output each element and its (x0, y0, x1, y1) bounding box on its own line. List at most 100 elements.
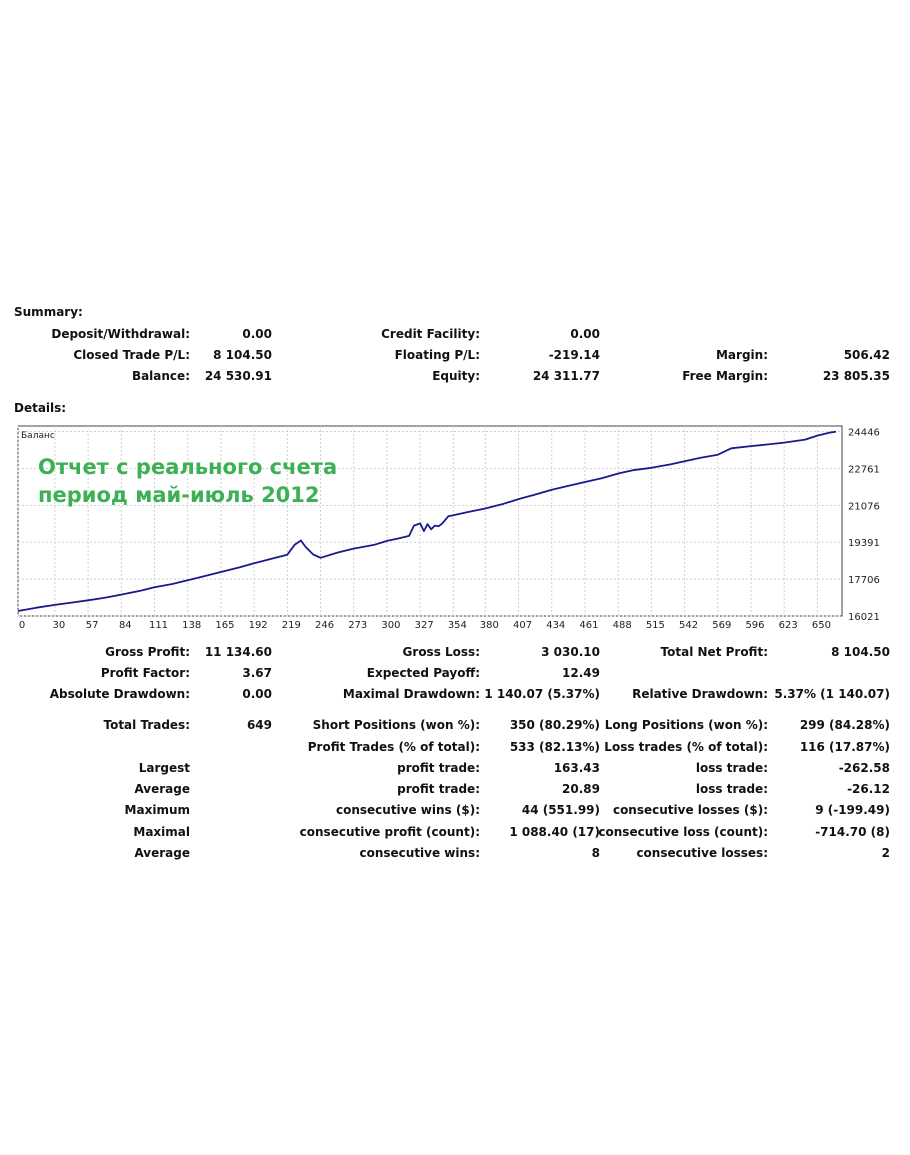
summary-label: Closed Trade P/L: (73, 348, 190, 362)
stat-value: -26.12 (847, 782, 890, 796)
stat-label: consecutive loss (count): (598, 825, 768, 839)
stat-value: -262.58 (838, 761, 890, 775)
stat-label: Total Trades: (103, 718, 190, 732)
stat-label: Total Net Profit: (660, 645, 768, 659)
x-tick-label: 569 (712, 620, 731, 631)
stat-label: Profit Factor: (100, 666, 190, 680)
x-tick-label: 300 (381, 620, 400, 631)
y-tick-label: 16021 (848, 612, 880, 623)
summary-value: 0.00 (570, 327, 600, 341)
overlay-text: период май-июль 2012 (38, 483, 320, 507)
stat-value: 11 134.60 (204, 645, 272, 659)
legend-label: Баланс (21, 431, 55, 441)
stat-value: 1 140.07 (5.37%) (484, 687, 600, 701)
summary-label: Equity: (432, 369, 480, 383)
y-tick-label: 19391 (848, 538, 880, 549)
stat-label: consecutive wins ($): (335, 803, 480, 817)
x-tick-label: 0 (19, 620, 25, 631)
x-tick-label: 219 (282, 620, 301, 631)
x-tick-label: 246 (315, 620, 334, 631)
stat-label: consecutive losses: (636, 846, 768, 860)
summary-value: 23 805.35 (822, 369, 890, 383)
stat-value: 649 (246, 718, 272, 732)
stat-value: -714.70 (8) (815, 825, 890, 839)
stat-label: Maximal Drawdown: (342, 687, 480, 701)
x-tick-label: 515 (646, 620, 665, 631)
x-tick-label: 461 (579, 620, 598, 631)
x-tick-label: 596 (745, 620, 764, 631)
stat-label: Expected Payoff: (366, 666, 480, 680)
x-tick-label: 327 (415, 620, 434, 631)
summary-label: Floating P/L: (394, 348, 480, 362)
summary-value: 506.42 (843, 348, 890, 362)
stat-value: 0.00 (242, 687, 272, 701)
x-tick-label: 138 (182, 620, 201, 631)
stat-value: 8 (591, 846, 600, 860)
x-tick-label: 165 (215, 620, 234, 631)
stat-label: consecutive profit (count): (299, 825, 480, 839)
stat-label: profit trade: (397, 761, 480, 775)
summary-label: Deposit/Withdrawal: (51, 327, 190, 341)
stat-label: consecutive wins: (359, 846, 480, 860)
stat-label: Long Positions (won %): (604, 718, 768, 732)
stat-value: 5.37% (1 140.07) (774, 687, 890, 701)
x-tick-label: 57 (86, 620, 99, 631)
stat-label: Absolute Drawdown: (49, 687, 190, 701)
stat-label: Average (134, 782, 190, 796)
stat-label: Maximal (133, 825, 190, 839)
stat-value: 533 (82.13%) (509, 740, 600, 754)
stat-label: Relative Drawdown: (632, 687, 768, 701)
stat-label: Largest (138, 761, 190, 775)
stat-value: 163.43 (553, 761, 600, 775)
balance-line (17, 430, 837, 612)
x-tick-label: 407 (513, 620, 532, 631)
y-tick-label: 24446 (848, 428, 880, 439)
stat-value: 44 (551.99) (521, 803, 600, 817)
x-tick-label: 380 (480, 620, 499, 631)
stat-value: 9 (-199.49) (815, 803, 890, 817)
summary-label: Credit Facility: (381, 327, 480, 341)
x-tick-label: 542 (679, 620, 698, 631)
stat-label: Average (134, 846, 190, 860)
summary-label: Free Margin: (682, 369, 768, 383)
stat-value: 3 030.10 (541, 645, 600, 659)
summary-label: Balance: (131, 369, 190, 383)
y-tick-label: 22761 (848, 464, 880, 475)
x-tick-label: 273 (348, 620, 367, 631)
y-tick-label: 21076 (848, 501, 880, 512)
stat-label: Profit Trades (% of total): (307, 740, 480, 754)
stat-value: 1 088.40 (17) (509, 825, 600, 839)
stat-value: 3.67 (242, 666, 272, 680)
summary-title: Summary: (14, 305, 83, 319)
stat-label: loss trade: (695, 761, 768, 775)
x-tick-label: 434 (546, 620, 565, 631)
summary-value: 24 311.77 (532, 369, 600, 383)
summary-value: -219.14 (548, 348, 600, 362)
summary-value: 8 104.50 (213, 348, 272, 362)
stat-label: Maximum (124, 803, 190, 817)
x-tick-label: 650 (812, 620, 831, 631)
stat-label: Gross Loss: (402, 645, 480, 659)
details-title: Details: (14, 401, 67, 415)
stat-value: 2 (881, 846, 890, 860)
stat-value: 12.49 (562, 666, 600, 680)
stat-value: 20.89 (562, 782, 600, 796)
stat-value: 299 (84.28%) (799, 718, 890, 732)
x-tick-label: 111 (149, 620, 168, 631)
stat-label: loss trade: (695, 782, 768, 796)
stat-label: Loss trades (% of total): (604, 740, 768, 754)
x-tick-label: 30 (53, 620, 66, 631)
y-tick-label: 17706 (848, 575, 880, 586)
x-tick-label: 488 (613, 620, 632, 631)
stat-value: 350 (80.29%) (509, 718, 600, 732)
stat-label: Short Positions (won %): (312, 718, 480, 732)
summary-value: 0.00 (242, 327, 272, 341)
stat-label: consecutive losses ($): (612, 803, 768, 817)
stat-label: profit trade: (397, 782, 480, 796)
overlay-text: Отчет с реального счета (38, 455, 337, 479)
x-tick-label: 192 (249, 620, 268, 631)
x-tick-label: 354 (448, 620, 467, 631)
x-tick-label: 623 (779, 620, 798, 631)
balance-chart: 0 30 57 84 111 138 165 192 219 246 273 300 327 354 380… (17, 425, 880, 631)
stat-value: 8 104.50 (831, 645, 890, 659)
